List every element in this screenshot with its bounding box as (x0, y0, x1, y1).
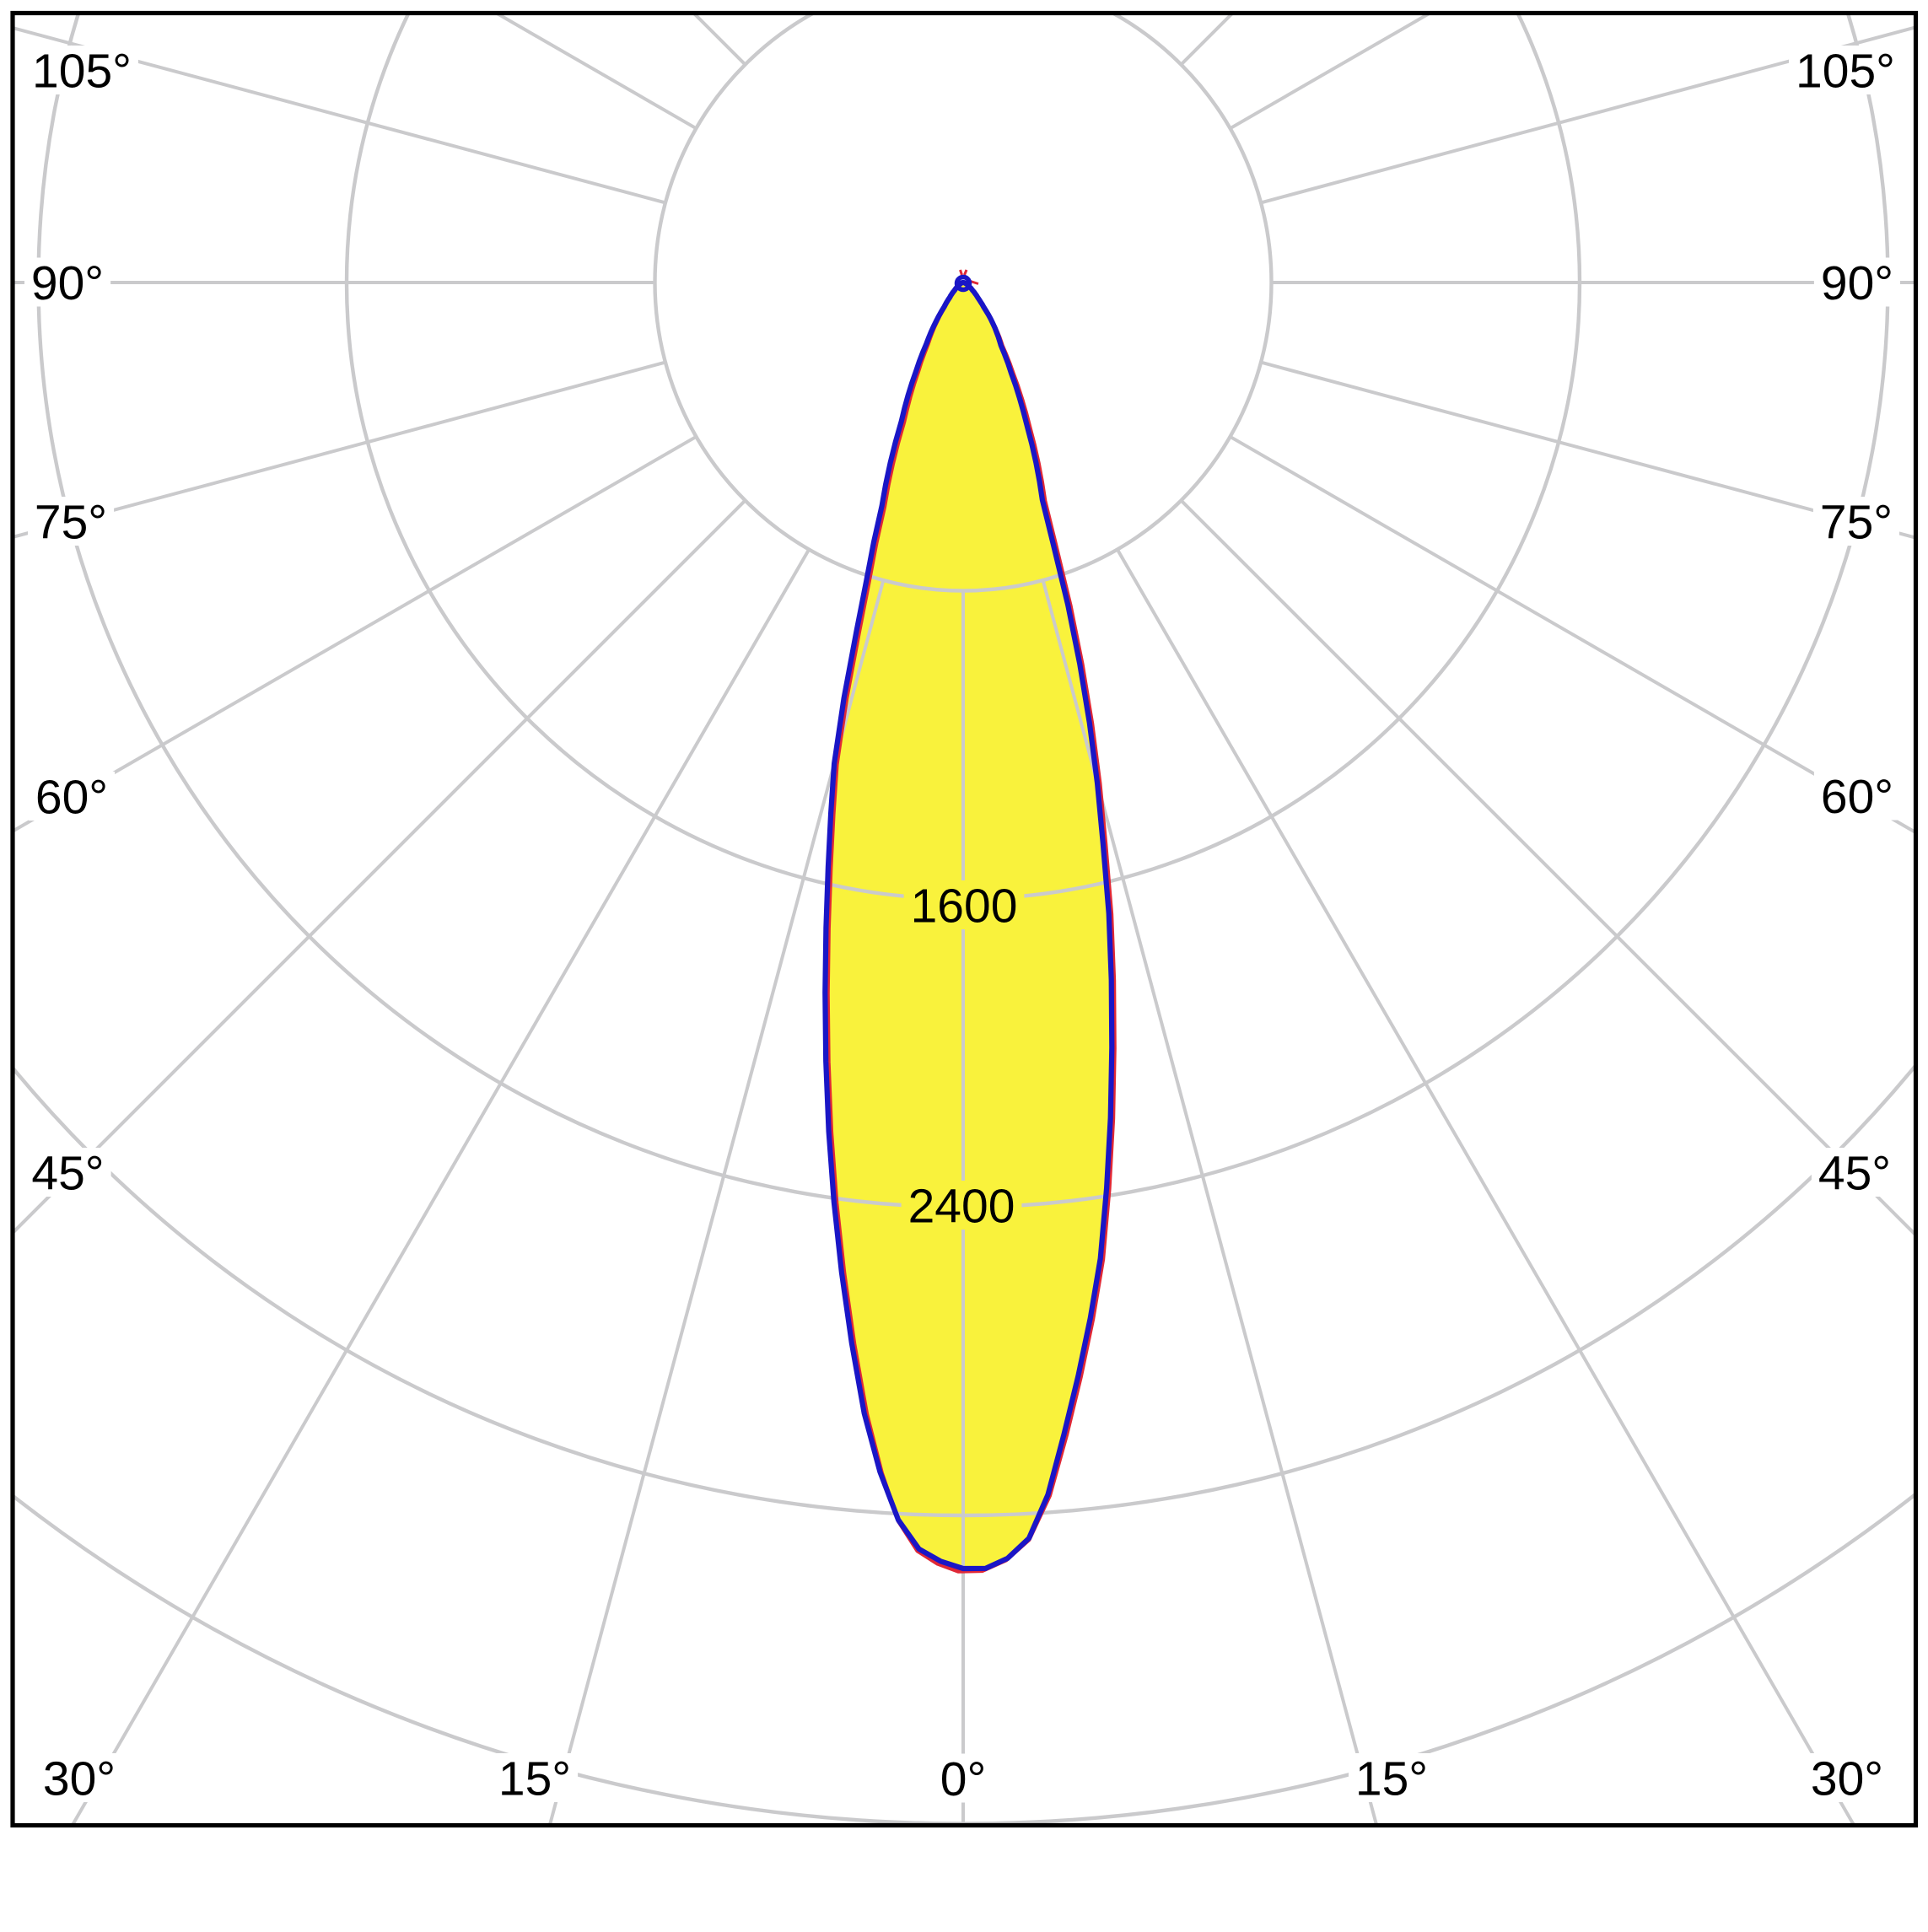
svg-text:1600: 1600 (911, 880, 1018, 934)
svg-text:105°: 105° (1796, 45, 1895, 99)
svg-text:105°: 105° (32, 45, 132, 99)
svg-text:90°: 90° (31, 256, 104, 310)
svg-text:60°: 60° (1821, 770, 1893, 824)
svg-text:30°: 30° (1811, 1752, 1883, 1806)
svg-text:0°: 0° (940, 1752, 987, 1806)
svg-text:90°: 90° (1821, 256, 1893, 310)
svg-text:45°: 45° (1818, 1147, 1891, 1201)
svg-text:15°: 15° (498, 1752, 571, 1806)
svg-text:45°: 45° (31, 1147, 104, 1201)
svg-text:2400: 2400 (908, 1180, 1015, 1234)
svg-text:30°: 30° (43, 1752, 116, 1806)
svg-text:75°: 75° (35, 496, 107, 550)
svg-text:15°: 15° (1355, 1752, 1428, 1806)
svg-text:75°: 75° (1820, 496, 1893, 550)
svg-text:60°: 60° (35, 771, 108, 825)
